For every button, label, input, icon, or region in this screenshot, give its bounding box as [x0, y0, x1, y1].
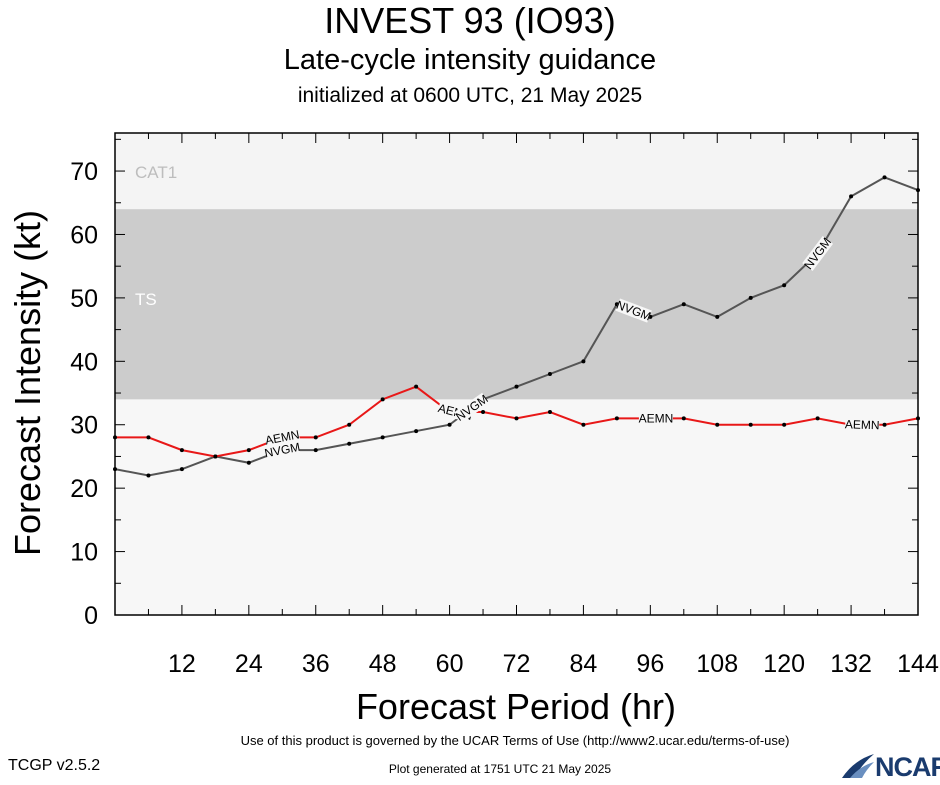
series-label-aemn: AEMN [845, 417, 880, 432]
data-point-aemn [246, 448, 251, 453]
data-point-nvgm [414, 429, 419, 434]
data-point-aemn [815, 416, 820, 421]
data-point-aemn [547, 410, 552, 415]
data-point-aemn [213, 454, 218, 459]
y-tick-label: 0 [84, 602, 98, 630]
x-tick-label: 24 [235, 650, 263, 678]
x-tick-label: 96 [636, 650, 664, 678]
data-point-nvgm [782, 283, 787, 288]
data-point-aemn [882, 422, 887, 427]
band-label-cat1: CAT1 [135, 163, 177, 182]
x-tick-label: 36 [302, 650, 330, 678]
x-tick-label: 120 [763, 650, 805, 678]
y-tick-label: 40 [70, 348, 98, 376]
series-label-text: AEMN [845, 417, 880, 432]
data-point-aemn [581, 422, 586, 427]
x-tick-label: 84 [570, 650, 598, 678]
series-label-bg [845, 417, 880, 432]
series-label-text: NVGM [263, 440, 301, 460]
data-point-nvgm [681, 302, 686, 307]
data-point-aemn [514, 416, 519, 421]
data-point-nvgm [347, 441, 352, 446]
data-point-nvgm [882, 175, 887, 180]
data-point-nvgm [380, 435, 385, 440]
y-axis-label: Forecast Intensity (kt) [7, 210, 48, 556]
data-point-aemn [614, 416, 619, 421]
x-tick-label: 132 [830, 650, 872, 678]
axis-ticks [115, 133, 919, 616]
series-label-bg [264, 440, 301, 460]
band-ts [115, 209, 918, 400]
x-tick-label: 48 [369, 650, 397, 678]
initialization-time: initialized at 0600 UTC, 21 May 2025 [297, 84, 643, 107]
data-point-nvgm [748, 295, 753, 300]
band-label-ts: TS [135, 290, 157, 309]
x-tick-label: 144 [897, 650, 939, 678]
data-point-aemn [146, 435, 151, 440]
data-point-nvgm [246, 460, 251, 465]
ncar-logo-icon [842, 754, 874, 778]
data-point-aemn [782, 422, 787, 427]
data-point-nvgm [581, 359, 586, 364]
y-tick-label: 60 [70, 221, 98, 249]
data-point-nvgm [715, 314, 720, 319]
plot-frame [114, 132, 919, 616]
x-axis-label: Forecast Period (hr) [356, 686, 676, 727]
version-label: TCGP v2.5.2 [8, 757, 101, 774]
x-tick-label: 108 [696, 650, 738, 678]
data-point-nvgm [547, 372, 552, 376]
series-label-bg [638, 411, 673, 425]
axis-tick-labels: 0 10 20 30 40 50 60 70 12 24 36 48 60 72 84 96 108 120 132… [70, 158, 939, 678]
series-label-aemn: AEMN [639, 411, 674, 425]
data-point-aemn [313, 435, 318, 440]
y-tick-label: 50 [70, 285, 98, 313]
ncar-logo-text: NCAR [875, 752, 940, 782]
data-point-aemn [681, 416, 686, 421]
chart-subtitle: Late-cycle intensity guidance [283, 44, 657, 76]
data-point-aemn [179, 448, 184, 453]
x-tick-label: 12 [168, 650, 196, 678]
data-point-aemn [347, 422, 352, 427]
data-point-nvgm [514, 384, 519, 389]
data-point-nvgm [447, 422, 452, 427]
below-ts-band [115, 399, 918, 615]
data-point-aemn [481, 410, 486, 415]
series-label-text: AEMN [639, 411, 674, 425]
data-point-aemn [748, 422, 753, 427]
data-point-aemn [414, 384, 419, 389]
series-label-bg [802, 236, 834, 271]
y-tick-label: 30 [70, 412, 98, 440]
data-point-nvgm [146, 473, 151, 478]
x-tick-label: 60 [436, 650, 464, 678]
series-label-bg [615, 298, 652, 323]
data-point-nvgm [313, 448, 318, 453]
data-point-nvgm [179, 467, 184, 472]
y-tick-label: 20 [70, 475, 98, 503]
data-point-aemn [715, 422, 720, 427]
band-cat1 [115, 133, 918, 210]
y-tick-label: 70 [70, 158, 98, 186]
intensity-bands: TS CAT1 [115, 133, 918, 615]
data-point-aemn [380, 397, 385, 402]
terms-of-use-notice: Use of this product is governed by the U… [240, 733, 790, 748]
y-tick-label: 10 [70, 539, 98, 567]
plot-generated-time: Plot generated at 1751 UTC 21 May 2025 [388, 762, 612, 776]
series-label-nvgm: NVGM [263, 440, 301, 460]
chart-title: INVEST 93 (IO93) [324, 0, 616, 41]
data-point-nvgm [849, 194, 854, 199]
x-tick-label: 72 [503, 650, 531, 678]
series-label-bg [454, 392, 490, 423]
ncar-logo: NCAR [840, 750, 940, 782]
